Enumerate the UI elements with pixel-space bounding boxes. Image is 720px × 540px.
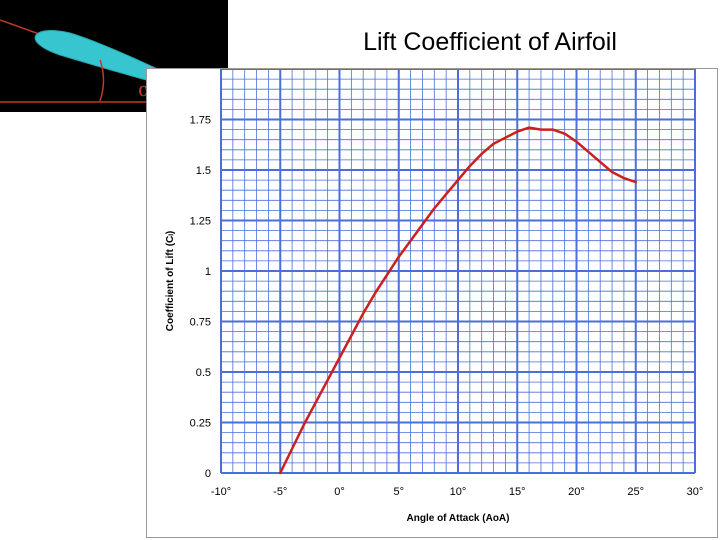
- y-tick-label: 0.25: [190, 418, 211, 430]
- y-tick-label: 0: [205, 468, 211, 480]
- x-tick-label: -10°: [211, 486, 231, 498]
- angle-arc: [99, 59, 105, 102]
- x-tick-label: -5°: [273, 486, 287, 498]
- x-tick-label: 10°: [450, 486, 467, 498]
- y-tick-label: 1.5: [196, 165, 211, 177]
- slide-title: Lift Coefficient of Airfoil: [363, 28, 617, 56]
- x-tick-label: 5°: [393, 486, 404, 498]
- y-tick-label: 0.5: [196, 367, 211, 379]
- x-tick-label: 20°: [568, 486, 585, 498]
- y-axis-title: Coefficient of Lift (Cₗ): [165, 231, 176, 332]
- y-tick-label: 1.25: [190, 216, 211, 228]
- x-tick-label: 25°: [627, 486, 644, 498]
- y-tick-label: 0.75: [190, 317, 211, 329]
- grid: [220, 69, 696, 474]
- x-tick-label: 30°: [687, 486, 704, 498]
- y-tick-label: 1.75: [190, 115, 211, 127]
- lift-curve-series: [279, 126, 637, 475]
- x-axis-title: Angle of Attack (AoA): [407, 513, 510, 524]
- chart-frame: -10° -5° 0° 5° 10° 15° 20° 25° 30° 0 0.25 0.5 0.75 1 1…: [146, 68, 718, 538]
- x-tick-label: 15°: [509, 486, 526, 498]
- lift-coefficient-chart: -10° -5° 0° 5° 10° 15° 20° 25° 30° 0 0.25 0.5 0.75 1 1…: [165, 69, 704, 524]
- axis-labels: -10° -5° 0° 5° 10° 15° 20° 25° 30° 0 0.25 0.5 0.75 1 1…: [190, 115, 704, 499]
- y-tick-label: 1: [205, 266, 211, 278]
- x-tick-label: 0°: [334, 486, 345, 498]
